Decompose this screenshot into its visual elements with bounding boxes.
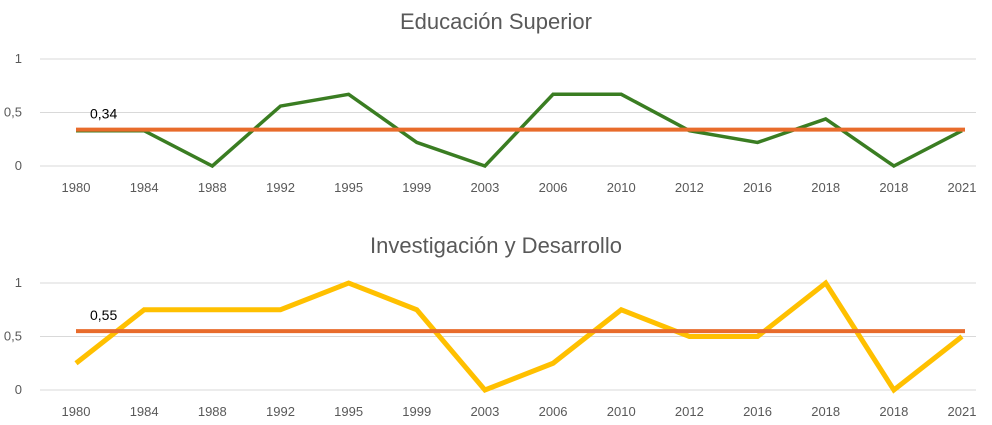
x-tick-label: 1999 bbox=[402, 180, 431, 195]
x-tick-label: 2012 bbox=[675, 180, 704, 195]
y-tick-label: 0 bbox=[15, 382, 22, 397]
x-tick-label: 1995 bbox=[334, 180, 363, 195]
x-tick-label: 2021 bbox=[948, 180, 977, 195]
x-tick-label: 1984 bbox=[130, 404, 159, 419]
x-tick-label: 1980 bbox=[62, 180, 91, 195]
x-tick-label: 1988 bbox=[198, 180, 227, 195]
mean-label: 0,55 bbox=[90, 307, 117, 323]
x-tick-label: 1988 bbox=[198, 404, 227, 419]
x-tick-label: 2010 bbox=[607, 180, 636, 195]
x-tick-label: 2010 bbox=[607, 404, 636, 419]
chart-investigacion-desarrollo: Investigación y Desarrollo 0 0,5 1 1980 1984… bbox=[0, 225, 992, 425]
chart-title: Educación Superior bbox=[399, 9, 592, 34]
x-tick-label: 2006 bbox=[539, 404, 568, 419]
x-tick-label: 2018 bbox=[811, 180, 840, 195]
x-tick-label: 2006 bbox=[539, 180, 568, 195]
x-tick-label: 1992 bbox=[266, 180, 295, 195]
chart-title: Investigación y Desarrollo bbox=[370, 233, 622, 258]
x-tick-label: 1995 bbox=[334, 404, 363, 419]
y-tick-label: 1 bbox=[15, 275, 22, 290]
x-tick-label: 1980 bbox=[62, 404, 91, 419]
mean-label: 0,34 bbox=[90, 106, 117, 122]
chart-plot: 0 0,5 1 1980 1984 1988 1992 1995 1999 2003 2006 201… bbox=[4, 275, 977, 419]
x-tick-label: 2016 bbox=[743, 180, 772, 195]
series-line bbox=[74, 279, 964, 394]
x-tick-label: 2016 bbox=[743, 404, 772, 419]
x-tick-label: 2012 bbox=[675, 404, 704, 419]
x-tick-label: 2018 bbox=[879, 180, 908, 195]
y-tick-label: 0 bbox=[15, 158, 22, 173]
chart-educacion-superior: Educación Superior 0 0,5 1 1980 1984 1988 1992… bbox=[0, 0, 992, 212]
x-tick-label: 2003 bbox=[470, 404, 499, 419]
y-tick-label: 1 bbox=[15, 51, 22, 66]
chart-plot: 0 0,5 1 1980 1984 1988 1992 1995 1999 2003 2006 201… bbox=[4, 51, 977, 195]
x-tick-label: 2018 bbox=[811, 404, 840, 419]
x-tick-label: 1992 bbox=[266, 404, 295, 419]
x-tick-label: 2003 bbox=[470, 180, 499, 195]
x-tick-label: 1999 bbox=[402, 404, 431, 419]
x-tick-label: 2018 bbox=[879, 404, 908, 419]
y-tick-label: 0,5 bbox=[4, 329, 22, 344]
x-tick-label: 1984 bbox=[130, 180, 159, 195]
y-tick-label: 0,5 bbox=[4, 105, 22, 120]
x-tick-label: 2021 bbox=[948, 404, 977, 419]
